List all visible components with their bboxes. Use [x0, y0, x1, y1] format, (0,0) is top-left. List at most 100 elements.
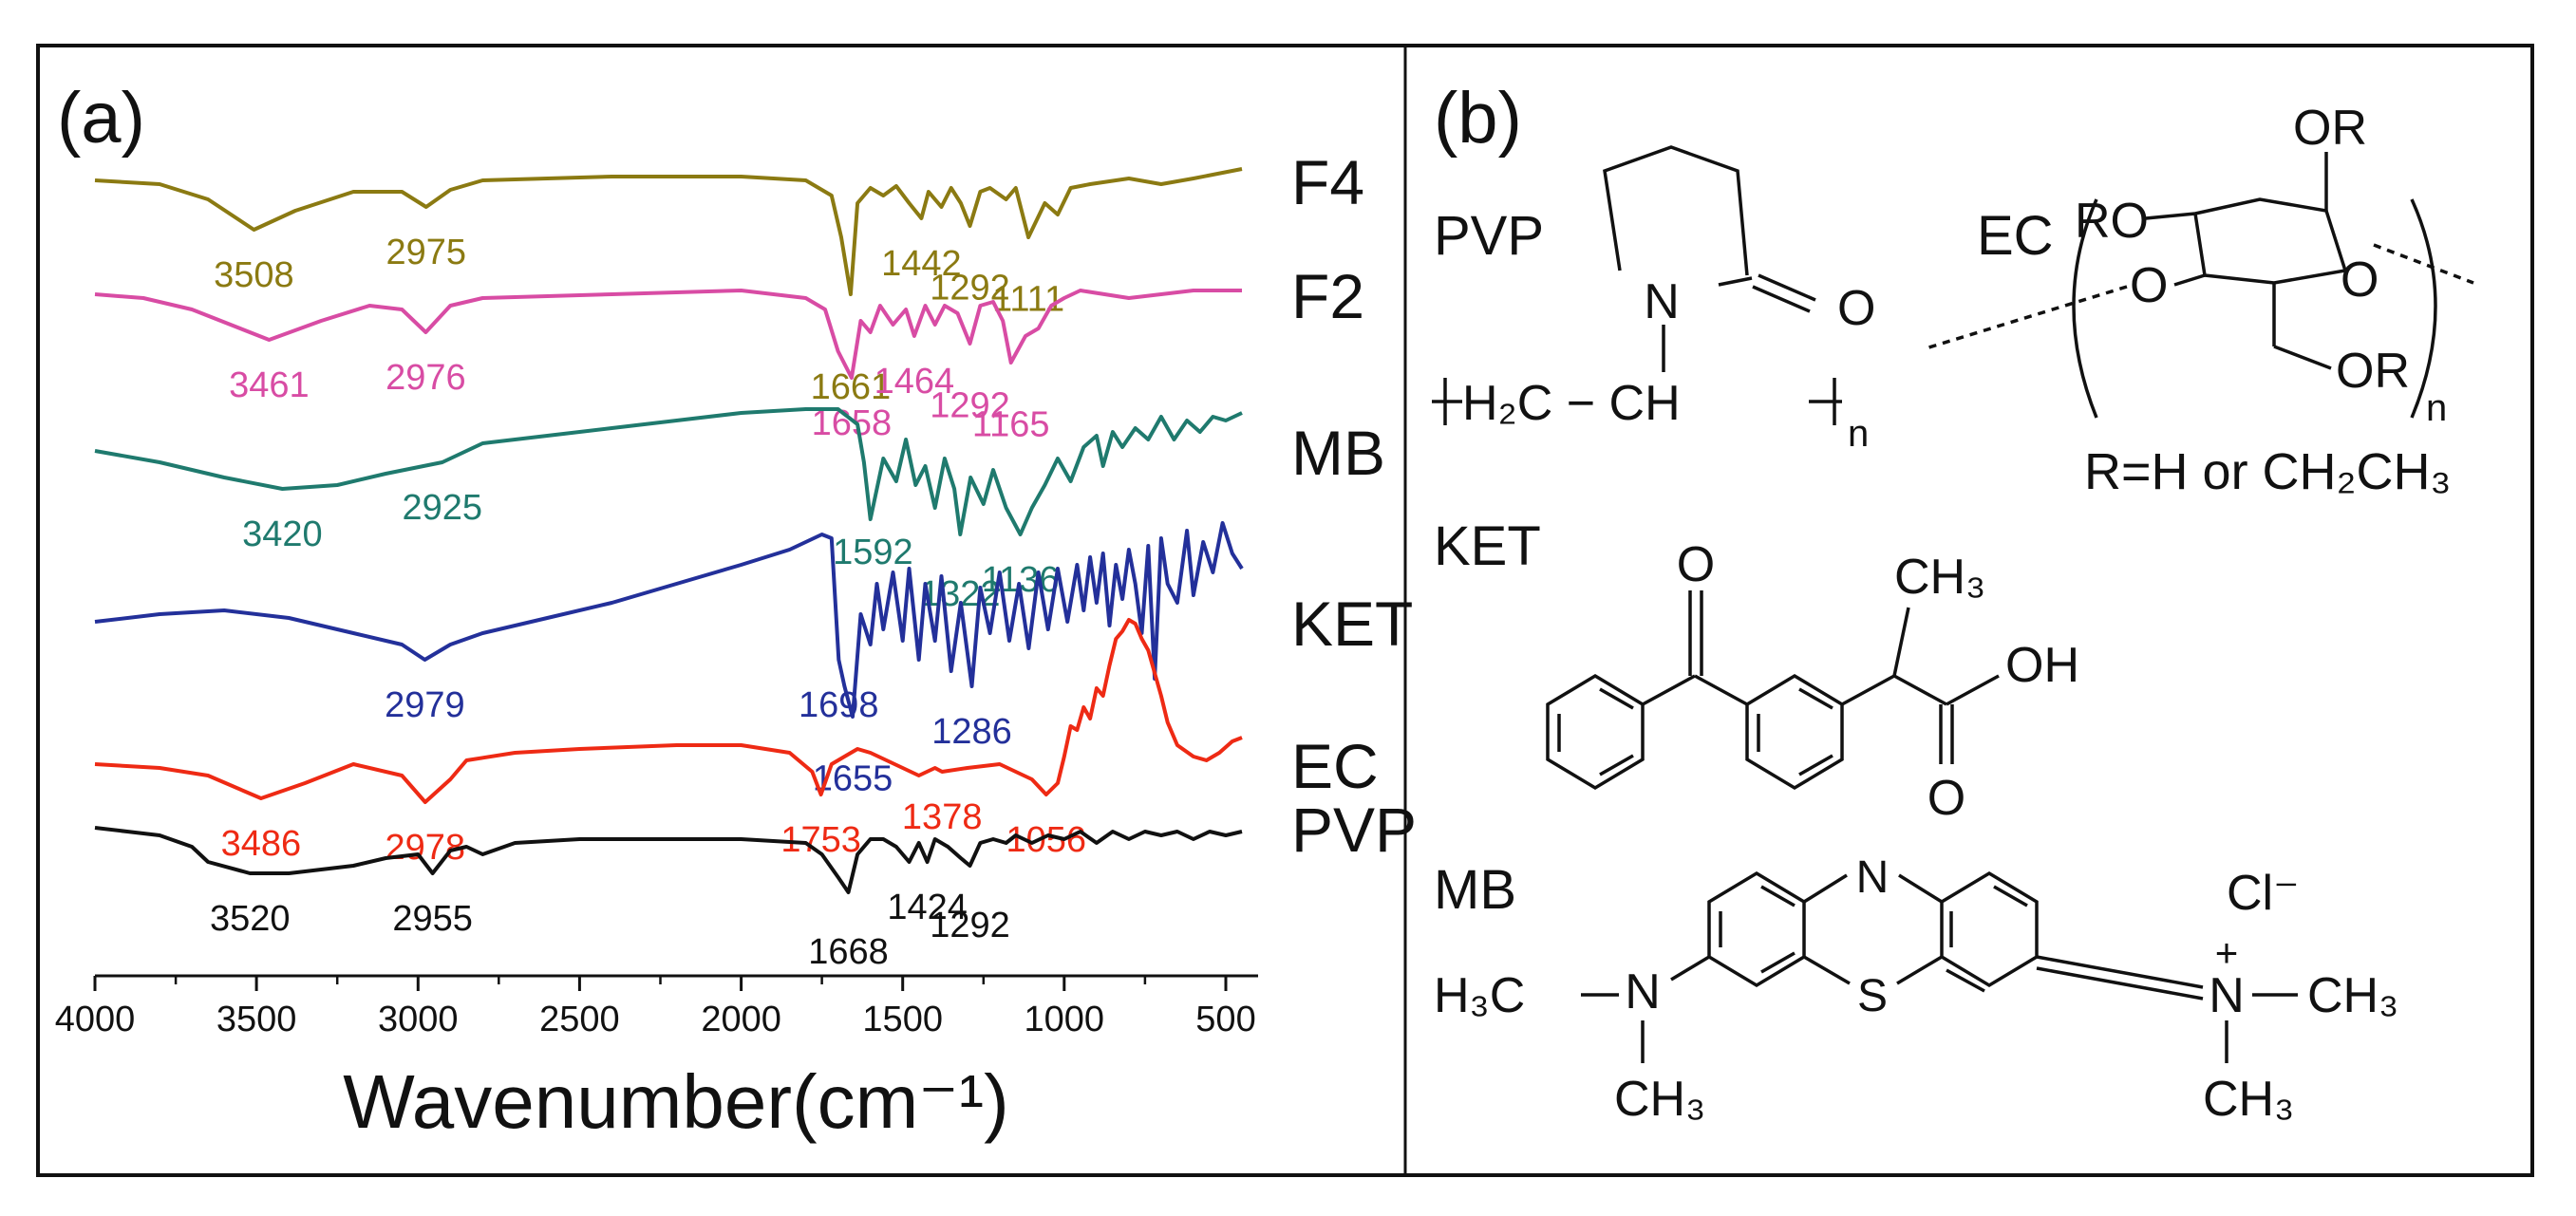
mb-left-n: N	[1625, 964, 1661, 1020]
ec-ring-bonds	[2193, 197, 2348, 285]
ec-ro-left: RO	[2075, 194, 2149, 249]
mb-ring-n: N	[1856, 852, 1890, 903]
ec-ro-bond	[2145, 212, 2196, 220]
pvp-ring-bonds	[1603, 145, 1749, 276]
x-tick-label-500: 500	[1195, 1000, 1255, 1039]
mb-left-bottom-methyl: CH₃	[1614, 1072, 1705, 1127]
series-name-ket: KET	[1291, 589, 1413, 659]
ket-name: KET	[1434, 515, 1541, 577]
series-line-pvp	[94, 826, 1243, 894]
series-line-f4	[94, 167, 1243, 296]
x-tick-label-1000: 1000	[1025, 1000, 1105, 1039]
x-axis: 4000 3500 3000 2500 2000 1500 1000 500	[55, 974, 1258, 1039]
peak-label-f2-2976: 2976	[385, 358, 466, 398]
pvp-carbonyl-bond-1	[1758, 273, 1816, 302]
peak-label-f4-1111: 1111	[992, 280, 1064, 320]
panel-a-label: (a)	[57, 78, 145, 159]
mb-ring-s: S	[1857, 971, 1888, 1021]
ec-paren-left	[2072, 198, 2098, 419]
ec-structure: EC n OR RO O O OR R=H or CH₂CH₃	[1922, 101, 2474, 500]
ec-name: EC	[1977, 205, 2054, 267]
panel-b-label: (b)	[1434, 78, 1522, 159]
pvp-n-subscript: n	[1848, 413, 1869, 455]
mb-chloride: Cl⁻	[2227, 866, 2300, 921]
pvp-ring-bond-nc	[1718, 276, 1753, 287]
series-name-mb: MB	[1291, 418, 1385, 488]
ket-o-ketone: O	[1677, 537, 1715, 592]
ec-or-top: OR	[2293, 101, 2367, 156]
peak-label-ec-3486: 3486	[221, 824, 302, 864]
series-line-ec	[94, 618, 1243, 804]
x-tick-label-4000: 4000	[55, 1000, 136, 1039]
ket-oh-bond	[1946, 674, 2000, 706]
mb-right-double-2	[1993, 885, 2028, 907]
x-tick-label-2500: 2500	[539, 1000, 620, 1039]
ket-ch-bond	[1841, 674, 1895, 706]
ket-ch3: CH₃	[1894, 550, 1985, 605]
peak-label-pvp-1424: 1424	[887, 888, 968, 927]
mb-right-n: N	[2209, 968, 2245, 1023]
ec-o-ring: O	[2341, 253, 2379, 308]
peak-label-mb-1592: 1592	[833, 533, 913, 572]
series-line-f2	[94, 289, 1242, 380]
ec-r-definition: R=H or CH₂CH₃	[2084, 443, 2452, 500]
mb-left-methyl: H₃C	[1434, 968, 1525, 1023]
ec-paren-right	[2410, 198, 2437, 419]
peak-label-f2-1292: 1292	[930, 386, 1010, 426]
peak-label-ket-1286: 1286	[931, 712, 1012, 752]
peak-label-pvp-2955: 2955	[392, 899, 473, 939]
pvp-name: PVP	[1434, 205, 1544, 267]
ec-or-bottom: OR	[2336, 344, 2410, 399]
peak-label-pvp-1292: 1292	[930, 906, 1010, 945]
mb-right-ring	[1940, 870, 2039, 988]
pvp-backbone: H₂C − CH	[1462, 376, 1681, 431]
mb-left-double-3	[1760, 951, 1796, 974]
mb-n-bond-right	[1898, 873, 1943, 904]
peak-label-pvp-1668: 1668	[808, 932, 889, 972]
series-name-pvp: PVP	[1291, 795, 1417, 865]
x-tick-label-3000: 3000	[378, 1000, 459, 1039]
series-line-mb	[94, 407, 1243, 536]
chemical-structures: (b) PVP N O H₂C − CH n EC n	[1432, 78, 2474, 1127]
peak-label-f2-3461: 3461	[229, 365, 310, 405]
x-tick-label-1500: 1500	[862, 1000, 943, 1039]
mb-s-bond-left	[1803, 955, 1851, 985]
peak-label-mb-3420: 3420	[242, 514, 323, 554]
ket-o-acid: O	[1927, 771, 1965, 826]
ec-n-subscript: n	[2426, 387, 2447, 429]
pvp-structure: PVP N O H₂C − CH n	[1432, 145, 1875, 455]
pvp-carbonyl-bond-2	[1752, 285, 1811, 313]
mb-s-bond-right	[1896, 955, 1943, 985]
ket-oh: OH	[2005, 638, 2079, 693]
ket-phenyl-ring	[1546, 673, 1645, 791]
x-tick-label-3500: 3500	[216, 1000, 297, 1039]
ket-central-ring	[1745, 673, 1844, 791]
peak-label-f2-1464: 1464	[874, 362, 955, 402]
ec-glycosidic-right	[2373, 243, 2474, 285]
series-name-f4: F4	[1291, 147, 1364, 217]
series-line-ket	[94, 521, 1244, 719]
peak-label-ec-1056: 1056	[1006, 820, 1087, 860]
peak-label-ec-1378: 1378	[902, 797, 983, 837]
ec-or-bond	[2273, 345, 2332, 370]
mb-right-bottom-methyl: CH₃	[2203, 1072, 2294, 1127]
peak-label-f4-2975: 2975	[386, 233, 467, 272]
peak-label-mb-2925: 2925	[403, 488, 483, 528]
x-tick-label-2000: 2000	[701, 1000, 781, 1039]
x-axis-title: Wavenumber(cm⁻¹)	[343, 1059, 1009, 1144]
pvp-o-atom: O	[1837, 281, 1875, 336]
mb-imine-bond-2	[2036, 966, 2204, 1001]
mb-structure: MB N S N H₃C CH₃ N + CH₃	[1434, 852, 2398, 1127]
ket-methyl-bond	[1892, 607, 1910, 677]
mb-right-double-3	[1946, 968, 1985, 993]
pvp-n-atom: N	[1644, 274, 1680, 329]
ec-o-left: O	[2130, 258, 2168, 313]
peak-label-f2-1165: 1165	[972, 405, 1050, 445]
peak-label-f4-1442: 1442	[881, 244, 962, 284]
ec-o-bond	[2173, 273, 2206, 287]
ket-structure: KET O CH₃ OH O	[1434, 515, 2079, 826]
ket-central-double-3	[1798, 754, 1833, 776]
mb-imine-bond-1	[2036, 955, 2204, 989]
